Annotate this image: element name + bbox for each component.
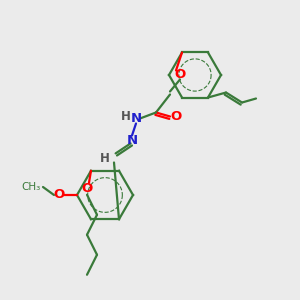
Text: H: H [121, 110, 131, 123]
Text: CH₃: CH₃ [22, 182, 41, 192]
Text: N: N [130, 112, 142, 125]
Text: O: O [170, 110, 182, 123]
Text: O: O [174, 68, 186, 81]
Text: N: N [126, 134, 138, 147]
Text: H: H [100, 152, 110, 165]
Text: O: O [53, 188, 64, 202]
Text: O: O [81, 182, 93, 195]
